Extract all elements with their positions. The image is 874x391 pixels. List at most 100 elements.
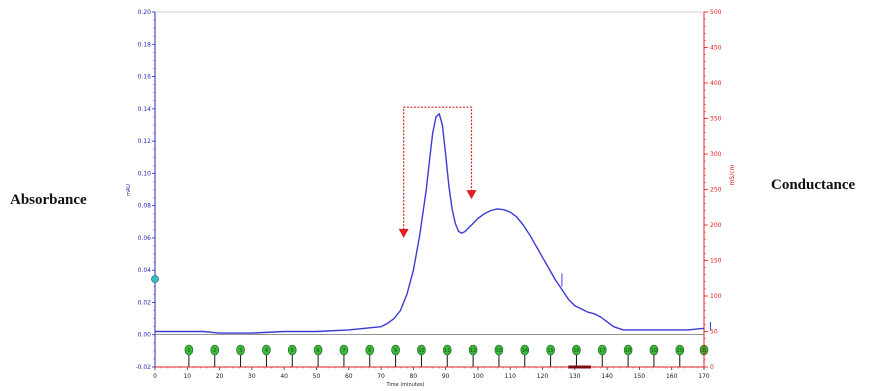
tick-labels: -0.02 0.00 0.02 0.04 0.06 0.08 0.10 0.12 0.14 0.1… (126, 9, 736, 388)
fraction-marker: 5 (287, 344, 297, 367)
fraction-marker: 14 (520, 344, 530, 367)
fraction-label: 10 (418, 348, 424, 354)
x-tick-label: 100 (472, 373, 484, 380)
fraction-dot (649, 344, 659, 356)
left-tick-label: 0.10 (138, 170, 152, 177)
injection-marker (151, 275, 159, 283)
fraction-marker: 3 (236, 344, 245, 367)
fraction-marker: 15 (546, 344, 555, 367)
fraction-marker: 11 (442, 344, 452, 367)
fraction-marker: 6 (313, 344, 323, 367)
x-tick-label: 40 (280, 373, 288, 380)
x-tick-label: 170 (698, 373, 710, 380)
fraction-marker: 9 (391, 344, 400, 367)
fraction-label: 5 (291, 348, 294, 354)
axes (151, 11, 708, 370)
right-tick-label: 150 (710, 258, 722, 265)
fraction-label: 17 (599, 348, 605, 354)
right-tick-label: 0 (710, 364, 714, 371)
left-tick-label: 0.18 (138, 41, 152, 48)
fraction-label: 19 (651, 348, 657, 354)
x-tick-label: 50 (313, 373, 321, 380)
fraction-label: 4 (265, 348, 268, 354)
fraction-marker: 8 (365, 344, 375, 367)
fraction-dot (365, 344, 375, 356)
fraction-dot (597, 344, 607, 356)
fraction-dot (391, 344, 400, 356)
x-axis-title: Time (minutes) (386, 382, 425, 388)
right-tick-label: 300 (710, 151, 722, 158)
pool-arrow-left (398, 228, 409, 238)
fraction-dot (572, 344, 581, 356)
right-tick-label: 350 (710, 116, 722, 123)
left-tick-label: 0.16 (138, 74, 152, 81)
fraction-label: 15 (547, 348, 553, 354)
fraction-dot (417, 344, 426, 356)
absorbance-trace (155, 113, 705, 334)
fraction-marker: 2 (210, 344, 220, 367)
fraction-marker: 4 (262, 344, 271, 367)
x-tick-label: 110 (505, 373, 517, 380)
left-tick-label: 0.12 (138, 138, 152, 145)
fraction-marker: 17 (597, 344, 607, 367)
left-axis-title: mAU (126, 184, 132, 196)
fraction-label: 2 (213, 348, 216, 354)
fraction-label: 11 (444, 348, 450, 354)
fraction-label: 18 (625, 348, 631, 354)
x-tick-label: 70 (377, 373, 385, 380)
fraction-marker: 1 (184, 344, 194, 367)
left-tick-label: 0.14 (138, 106, 152, 113)
fraction-marker: 10 (417, 344, 426, 367)
pool-bracket (398, 106, 477, 238)
fraction-dot (339, 344, 349, 356)
fraction-label: 8 (368, 348, 371, 354)
fraction-label: 1 (187, 348, 190, 354)
left-tick-label: 0.00 (138, 332, 152, 339)
x-tick-label: 160 (666, 373, 678, 380)
x-tick-label: 120 (537, 373, 549, 380)
x-tick-label: 0 (153, 373, 157, 380)
fraction-label: 12 (470, 348, 476, 354)
fraction-marker: 18 (623, 344, 633, 367)
fraction-dot (262, 344, 271, 356)
right-axis-side-label: Conductance (771, 177, 856, 193)
fraction-label: 14 (522, 348, 528, 354)
fraction-dot (546, 344, 555, 356)
pool-arrow-right (466, 190, 477, 200)
x-tick-label: 30 (248, 373, 256, 380)
x-tick-label: 140 (601, 373, 613, 380)
x-tick-label: 130 (569, 373, 581, 380)
x-tick-label: 10 (183, 373, 191, 380)
fraction-label: 7 (342, 348, 345, 354)
fraction-dot (287, 344, 297, 356)
fraction-dot (313, 344, 323, 356)
x-tick-label: 20 (216, 373, 224, 380)
right-tick-label: 100 (710, 293, 722, 300)
x-axis-band (568, 365, 591, 369)
fraction-dot (623, 344, 633, 356)
fraction-markers: 123456789101112131415161718192021 (184, 344, 709, 367)
fraction-dot (442, 344, 452, 356)
left-tick-label: 0.08 (138, 203, 152, 210)
fraction-dot (494, 344, 504, 356)
fraction-dot (675, 344, 685, 356)
right-tick-label: 50 (710, 329, 718, 336)
x-tick-label: 90 (442, 373, 450, 380)
pool-bracket-line (403, 106, 473, 230)
x-tick-label: 150 (634, 373, 646, 380)
fraction-dot (184, 344, 194, 356)
left-tick-label: 0.04 (138, 267, 152, 274)
x-tick-label: 60 (345, 373, 353, 380)
right-tick-label: 400 (710, 80, 722, 87)
fraction-dot (236, 344, 245, 356)
fraction-dot (210, 344, 220, 356)
fraction-marker: 16 (572, 344, 581, 367)
fraction-dot (520, 344, 530, 356)
fraction-label: 6 (316, 348, 319, 354)
fraction-dot (468, 344, 478, 356)
left-tick-label: 0.02 (138, 299, 152, 306)
right-axis-title: mS/cm (729, 164, 736, 185)
left-axis-side-label: Absorbance (10, 192, 87, 208)
right-tick-label: 250 (710, 187, 722, 194)
